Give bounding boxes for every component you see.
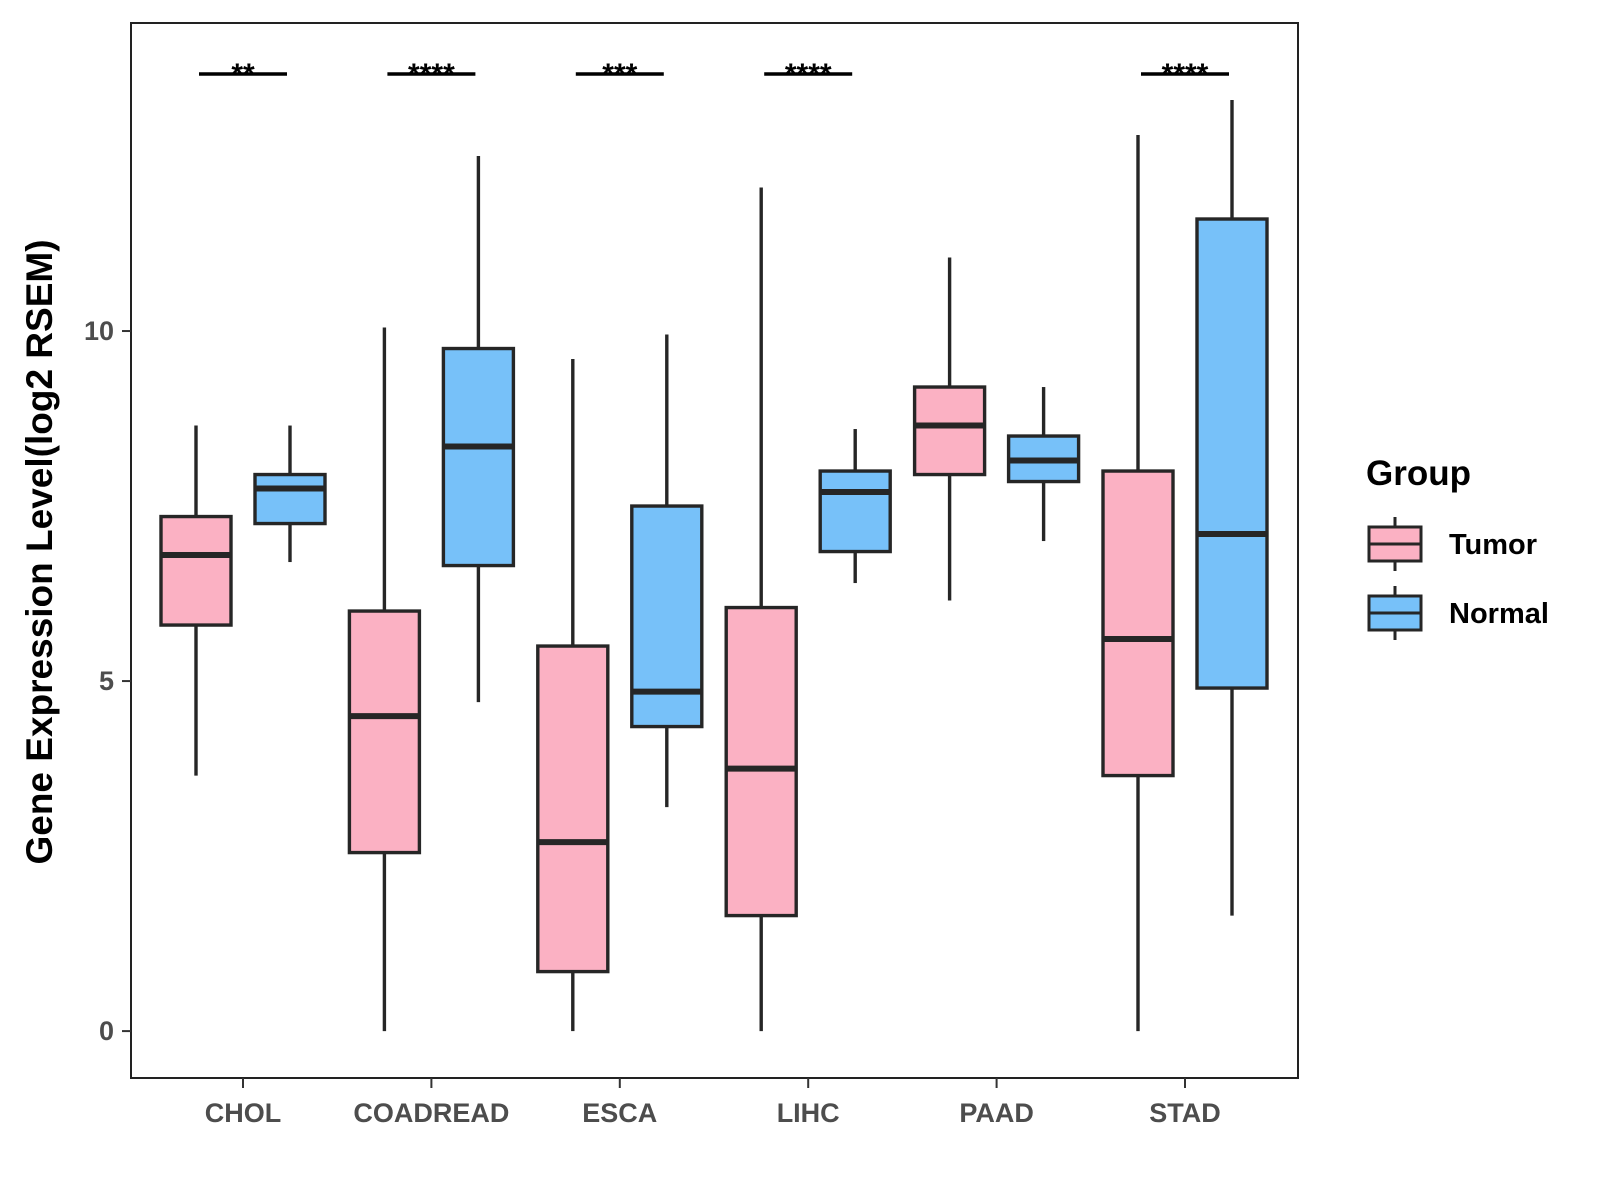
legend: Group Tumor Normal bbox=[1366, 454, 1549, 640]
box-iqr bbox=[347, 609, 422, 855]
box-iqr bbox=[253, 472, 327, 526]
box-tumor-chol bbox=[159, 425, 233, 776]
boxes-layer bbox=[159, 100, 1269, 1032]
box-iqr bbox=[159, 514, 233, 627]
legend-label: Tumor bbox=[1449, 529, 1537, 561]
significance-chol: ** bbox=[199, 58, 287, 91]
box-normal-esca bbox=[630, 334, 704, 808]
y-axis-title: Gene Expression Level(log2 RSEM) bbox=[19, 239, 60, 864]
significance-label: ** bbox=[231, 58, 255, 91]
y-axis: 0 5 10 bbox=[84, 316, 131, 1046]
significance-layer: ** **** *** **** **** bbox=[199, 58, 1229, 91]
legend-label: Normal bbox=[1449, 598, 1549, 630]
significance-esca: *** bbox=[575, 58, 664, 91]
box-iqr bbox=[1195, 217, 1269, 690]
box-tumor-lihc bbox=[724, 187, 798, 1032]
y-tick-label: 10 bbox=[84, 316, 114, 346]
significance-label: **** bbox=[1162, 58, 1209, 91]
significance-stad: **** bbox=[1141, 58, 1229, 91]
x-tick-label: STAD bbox=[1149, 1098, 1221, 1128]
legend-item-normal: Normal bbox=[1367, 586, 1549, 640]
x-axis: CHOL COADREAD ESCA LIHC PAAD STAD bbox=[205, 1078, 1221, 1128]
box-normal-paad bbox=[1006, 387, 1081, 542]
box-iqr bbox=[536, 644, 610, 974]
box-normal-lihc bbox=[818, 429, 892, 584]
significance-label: **** bbox=[785, 58, 832, 91]
significance-coadread: **** bbox=[387, 58, 476, 91]
box-iqr bbox=[818, 469, 892, 554]
box-tumor-paad bbox=[912, 257, 987, 601]
x-tick-label: ESCA bbox=[582, 1098, 657, 1128]
box-normal-stad bbox=[1195, 100, 1269, 916]
y-tick-label: 0 bbox=[99, 1016, 114, 1046]
significance-lihc: **** bbox=[764, 58, 853, 91]
box-normal-chol bbox=[253, 425, 327, 563]
significance-label: *** bbox=[602, 58, 637, 91]
x-tick-label: LIHC bbox=[777, 1098, 840, 1128]
legend-item-tumor: Tumor bbox=[1367, 517, 1537, 571]
box-tumor-stad bbox=[1101, 135, 1175, 1032]
box-iqr bbox=[724, 605, 798, 918]
x-tick-label: CHOL bbox=[205, 1098, 282, 1128]
box-tumor-coadread bbox=[347, 327, 422, 1032]
box-iqr bbox=[912, 385, 987, 477]
x-tick-label: COADREAD bbox=[353, 1098, 509, 1128]
y-tick-label: 5 bbox=[99, 666, 114, 696]
box-normal-coadread bbox=[441, 156, 516, 703]
box-tumor-esca bbox=[536, 359, 610, 1032]
legend-title: Group bbox=[1366, 454, 1471, 493]
x-tick-label: PAAD bbox=[959, 1098, 1034, 1128]
box-iqr bbox=[1101, 469, 1175, 778]
significance-label: **** bbox=[408, 58, 455, 91]
box-iqr bbox=[441, 346, 516, 568]
